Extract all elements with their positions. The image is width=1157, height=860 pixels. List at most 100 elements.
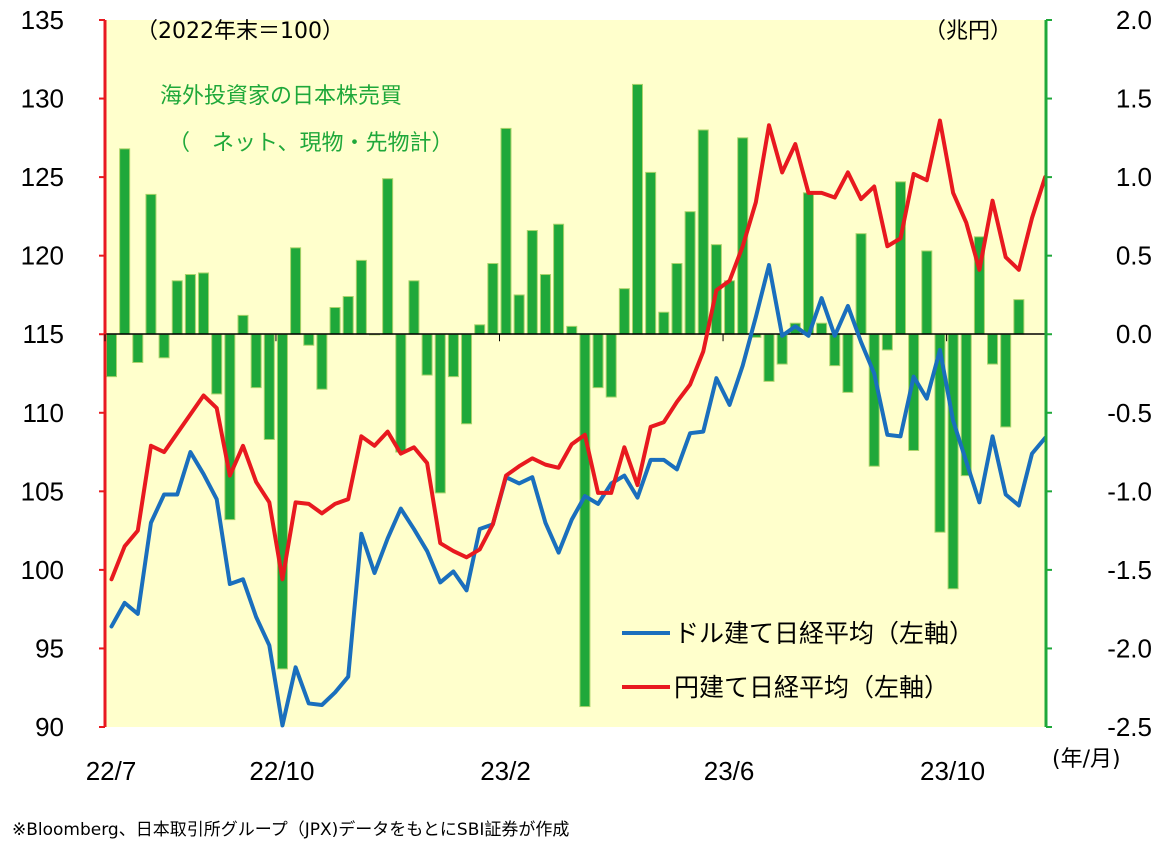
x-tick-label: 23/2 xyxy=(480,756,531,786)
bar xyxy=(658,311,670,335)
right-tick-label: 0.5 xyxy=(1116,241,1152,271)
bar xyxy=(316,333,328,390)
bar xyxy=(632,83,643,335)
bar xyxy=(500,127,512,335)
left-unit-label: （2022年末＝100） xyxy=(136,19,344,44)
x-tick-label: 23/6 xyxy=(704,756,755,786)
bar xyxy=(842,333,854,393)
bar xyxy=(198,272,210,335)
bar xyxy=(671,263,683,335)
bar xyxy=(526,230,538,335)
left-tick-label: 130 xyxy=(21,84,64,114)
left-tick-label: 95 xyxy=(35,633,64,663)
bar xyxy=(605,333,617,398)
bar xyxy=(342,296,354,335)
bar xyxy=(171,280,183,335)
right-axis-ticks: -2.5 -2.0 -1.5 -1.0 -0.5 0.0 0.5 1.0 1.5 2.0 xyxy=(1046,5,1152,742)
legend-label-dollar: ドル建て日経平均（左軸） xyxy=(674,619,974,648)
bar xyxy=(895,181,906,335)
right-unit-label: （兆円） xyxy=(924,19,1012,44)
bar xyxy=(645,171,657,335)
bar xyxy=(921,250,933,335)
bar xyxy=(987,333,999,365)
bar xyxy=(395,333,407,453)
bar xyxy=(868,333,880,467)
bar-series xyxy=(106,83,1025,708)
bar xyxy=(224,333,236,521)
legend-label-yen: 円建て日経平均（左軸） xyxy=(674,673,949,702)
right-tick-label: -2.0 xyxy=(1107,633,1152,663)
x-unit-label: (年/月) xyxy=(1052,747,1121,772)
source-note: ※Bloomberg、日本取引所グループ（JPX)データをもとにSBI証券が作成 xyxy=(12,819,569,840)
bar xyxy=(355,259,367,335)
left-axis-ticks: 90 95 100 105 110 115 120 125 130 135 xyxy=(21,5,105,742)
right-tick-label: 1.0 xyxy=(1116,162,1152,192)
left-tick-label: 90 xyxy=(35,712,64,742)
bar xyxy=(329,307,341,335)
x-axis-ticks: 22/7 22/10 23/2 23/6 23/10 xyxy=(86,334,985,786)
right-tick-label: 2.0 xyxy=(1116,5,1152,35)
left-tick-label: 110 xyxy=(23,398,64,428)
yen-nikkei-line xyxy=(109,118,1048,582)
right-tick-label: -2.5 xyxy=(1107,712,1152,742)
annotation-subtitle: （ ネット、現物・先物計） xyxy=(168,131,454,156)
bar xyxy=(724,280,736,335)
line-series xyxy=(109,118,1048,728)
bar xyxy=(776,333,788,365)
bar xyxy=(237,314,249,335)
bar xyxy=(474,324,486,335)
left-tick-label: 115 xyxy=(23,319,64,349)
right-tick-label: -0.5 xyxy=(1107,398,1152,428)
bar xyxy=(592,333,604,389)
bar xyxy=(211,333,223,395)
bar xyxy=(290,247,302,335)
bar xyxy=(763,333,775,382)
bar xyxy=(697,129,709,335)
right-tick-label: 0.0 xyxy=(1116,319,1152,349)
bar xyxy=(263,333,275,440)
bar xyxy=(553,223,565,335)
right-tick-label: 1.5 xyxy=(1116,84,1152,114)
bar xyxy=(802,192,814,335)
x-tick-label: 22/10 xyxy=(249,756,314,786)
bar xyxy=(461,333,473,425)
left-tick-label: 100 xyxy=(21,555,64,585)
left-tick-label: 120 xyxy=(21,241,64,271)
bar xyxy=(684,211,696,335)
annotation-title: 海外投資家の日本株売買 xyxy=(160,84,402,109)
bar xyxy=(487,263,499,335)
bar xyxy=(276,333,288,670)
right-tick-label: -1.5 xyxy=(1107,555,1152,585)
bar xyxy=(513,294,525,335)
bar xyxy=(158,333,170,359)
bar xyxy=(447,333,459,378)
bar xyxy=(408,280,420,335)
bar xyxy=(881,333,893,351)
left-tick-label: 135 xyxy=(21,5,64,35)
left-tick-label: 105 xyxy=(21,476,64,506)
right-tick-label: -1.0 xyxy=(1107,476,1152,506)
bar xyxy=(303,333,315,346)
bar xyxy=(184,274,196,335)
bar xyxy=(145,193,157,335)
x-tick-label: 22/7 xyxy=(86,756,137,786)
left-tick-label: 125 xyxy=(21,162,64,192)
bar xyxy=(1013,299,1025,335)
legend: ドル建て日経平均（左軸） 円建て日経平均（左軸） xyxy=(622,619,974,702)
bar xyxy=(855,233,867,335)
bar xyxy=(434,333,446,494)
bar xyxy=(421,333,433,376)
bar xyxy=(539,274,551,335)
plot-background xyxy=(105,20,1046,727)
bar xyxy=(1000,333,1012,428)
bar xyxy=(382,178,394,335)
bar xyxy=(618,288,630,335)
bar xyxy=(566,325,578,335)
bar xyxy=(829,333,841,367)
bar xyxy=(250,333,262,389)
bar xyxy=(579,333,591,708)
bar xyxy=(132,333,144,364)
bar xyxy=(106,333,117,378)
bar xyxy=(119,148,131,335)
